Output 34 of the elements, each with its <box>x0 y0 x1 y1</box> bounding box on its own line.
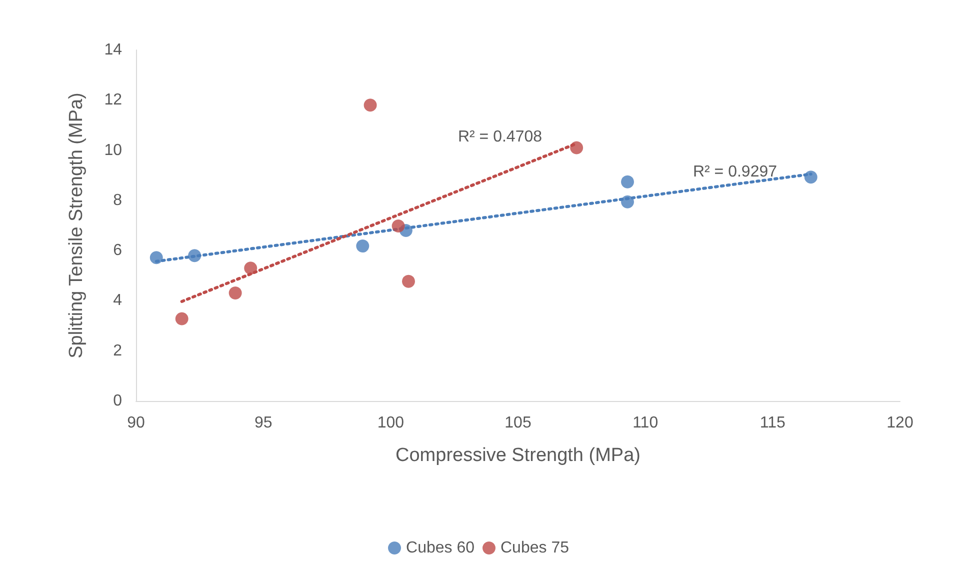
x-tick-label: 100 <box>377 414 404 432</box>
point <box>188 249 202 262</box>
x-tick-label: 90 <box>127 414 145 432</box>
point <box>402 274 415 288</box>
point <box>150 251 163 264</box>
y-tick-label: 8 <box>113 192 122 209</box>
annotation: R² = 0.4708 <box>458 128 542 146</box>
point <box>621 175 634 188</box>
point <box>244 262 258 275</box>
y-tick-label: 12 <box>104 92 122 109</box>
point <box>804 170 818 184</box>
y-tick-label: 6 <box>113 242 122 260</box>
x-tick-label: 105 <box>504 414 532 432</box>
point <box>570 141 584 154</box>
legend-label: Cubes 75 <box>500 540 570 556</box>
point <box>356 240 370 253</box>
y-tick-label: 0 <box>113 392 122 410</box>
x-tick-label: 110 <box>632 414 658 432</box>
annotation: R² = 0.9297 <box>692 164 778 180</box>
legend-label: Cubes 60 <box>406 540 475 556</box>
x-tick-label: 115 <box>760 414 786 432</box>
x-axis-title: Compressive Strength (MPa) <box>396 445 640 466</box>
point <box>621 195 634 208</box>
y-axis-title: Splitting Tensile Strength (MPa) <box>66 92 87 358</box>
point <box>364 98 377 112</box>
point <box>228 286 242 300</box>
y-tick-label: 14 <box>104 42 122 58</box>
y-tick-label: 4 <box>113 292 122 310</box>
y-tick-label: 2 <box>113 342 122 360</box>
x-tick-label: 95 <box>254 414 272 432</box>
y-tick-label: 10 <box>104 142 122 159</box>
point <box>392 220 405 232</box>
point <box>175 312 188 326</box>
x-tick-label: 120 <box>886 414 914 432</box>
